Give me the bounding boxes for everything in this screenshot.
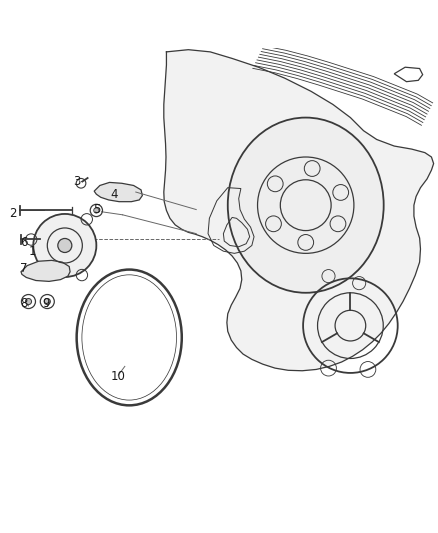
Text: 4: 4	[110, 188, 118, 201]
Polygon shape	[21, 260, 70, 281]
Text: 10: 10	[111, 369, 126, 383]
Text: 8: 8	[21, 297, 28, 310]
Text: 7: 7	[20, 262, 28, 275]
Circle shape	[33, 214, 96, 277]
Ellipse shape	[228, 118, 384, 293]
Circle shape	[58, 238, 72, 253]
Circle shape	[94, 208, 99, 213]
Polygon shape	[94, 182, 142, 201]
Text: 6: 6	[20, 236, 28, 249]
Circle shape	[44, 298, 50, 304]
Text: 5: 5	[93, 203, 100, 216]
Text: 9: 9	[42, 297, 50, 310]
Polygon shape	[164, 50, 434, 371]
Circle shape	[25, 298, 32, 304]
Text: 1: 1	[29, 245, 37, 257]
Text: 2: 2	[9, 207, 17, 221]
Text: 3: 3	[73, 175, 80, 188]
